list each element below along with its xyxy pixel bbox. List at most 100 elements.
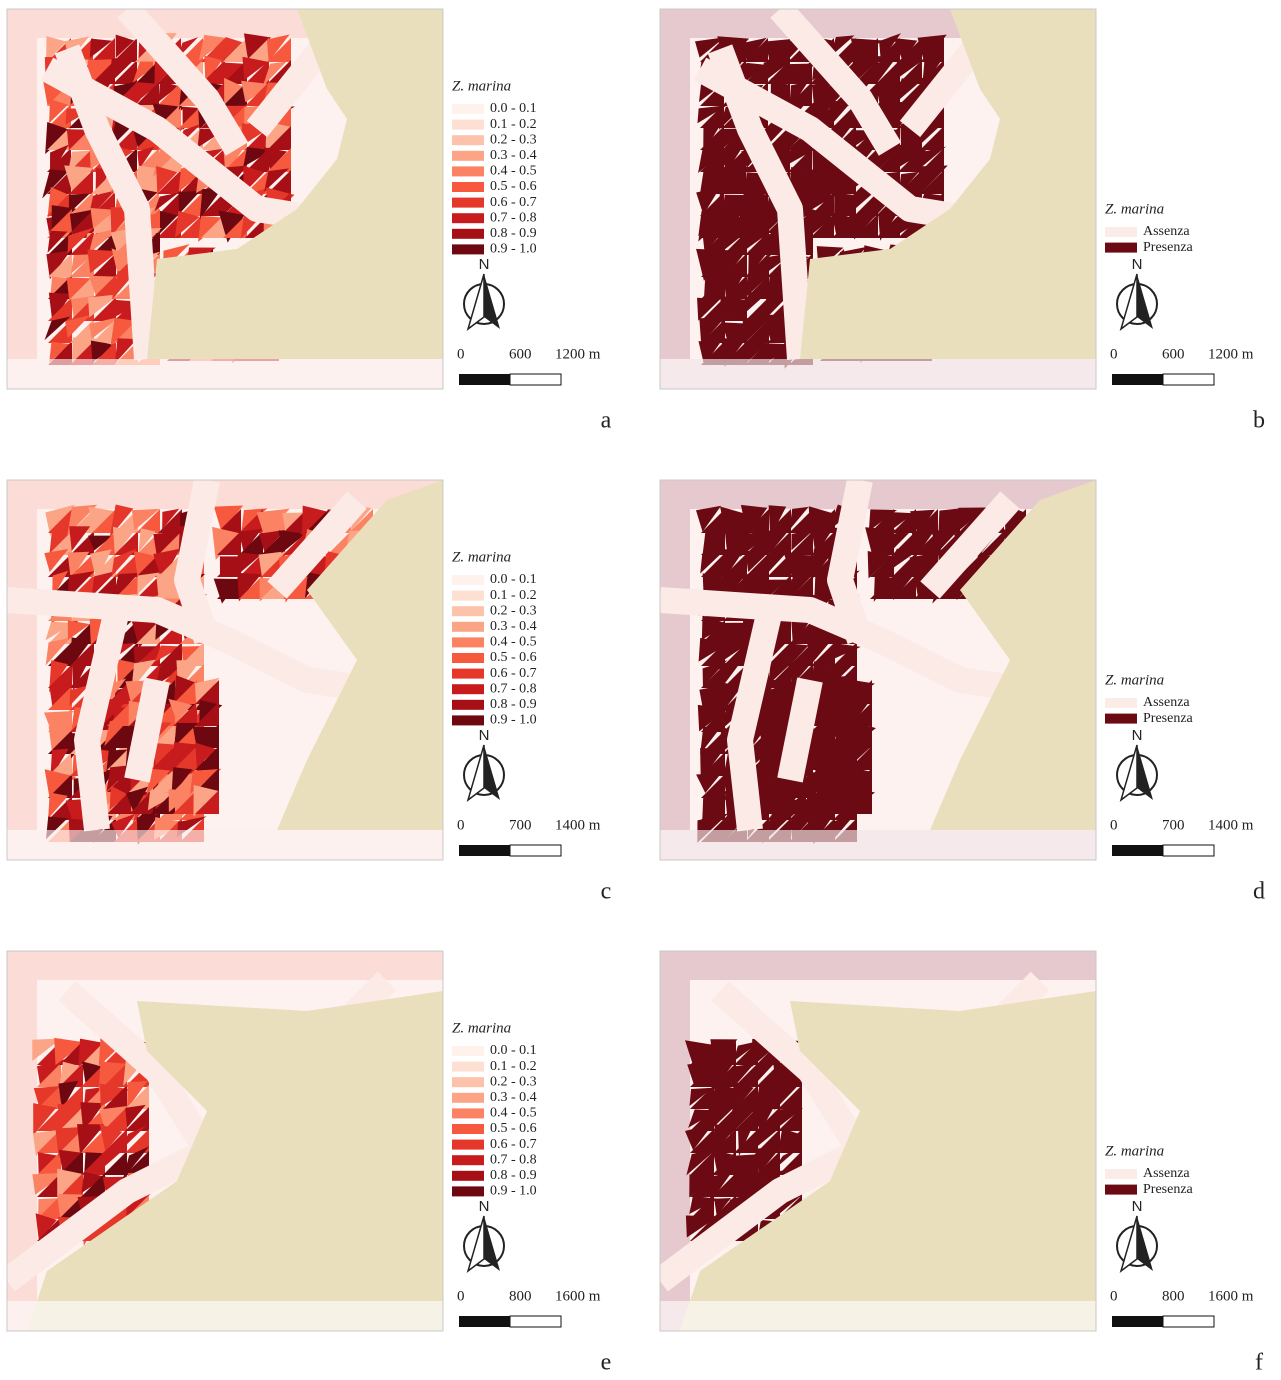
legend-label: 0.5 - 0.6 (490, 650, 537, 665)
legend-swatch (452, 229, 484, 239)
legend-label: 0.9 - 1.0 (490, 1184, 537, 1199)
legend-swatch (1105, 714, 1137, 724)
map-content (660, 9, 1096, 389)
legend-swatch (452, 1140, 484, 1150)
north-arrow (1121, 1216, 1137, 1271)
legend-swatch (452, 637, 484, 647)
legend-label: Presenza (1143, 711, 1194, 726)
legend-swatch (452, 684, 484, 694)
map-content (7, 951, 443, 1331)
legend-swatch (452, 669, 484, 679)
legend-label: 0.1 - 0.2 (490, 1059, 537, 1074)
legend-label: Presenza (1143, 1182, 1194, 1197)
legend-label: 0.9 - 1.0 (490, 242, 537, 257)
legend-swatch (1105, 243, 1137, 253)
legend-title: Z. marina (1105, 201, 1164, 217)
legend-label: 0.6 - 0.7 (490, 666, 537, 681)
map-panel (660, 9, 1096, 389)
legend-title: Z. marina (452, 78, 511, 94)
legend-swatch (452, 1108, 484, 1118)
map-content (660, 480, 1096, 860)
scale-label: 800 (1162, 1288, 1185, 1304)
scale-label: 1200 m (1208, 346, 1254, 362)
map-content (7, 480, 443, 860)
legend-label: 0.2 - 0.3 (490, 603, 537, 618)
scale-label: 1200 m (555, 346, 601, 362)
legend-label: 0.0 - 0.1 (490, 1043, 537, 1058)
legend-swatch (452, 198, 484, 208)
map-content (660, 951, 1096, 1331)
map-panel (660, 951, 1096, 1331)
north-arrow (468, 274, 484, 329)
legend-swatch (452, 622, 484, 632)
legend-label: 0.5 - 0.6 (490, 179, 537, 194)
scale-bar-black (459, 374, 510, 385)
legend-swatch (452, 1124, 484, 1134)
legend-label: 0.7 - 0.8 (490, 210, 537, 225)
legend-swatch (452, 120, 484, 130)
scale-label: 0 (457, 817, 465, 833)
legend-title: Z. marina (1105, 672, 1164, 688)
legend-swatch (452, 135, 484, 145)
map-fade (660, 1301, 1096, 1331)
legend-swatch (452, 1186, 484, 1196)
north-arrow (1137, 1216, 1153, 1271)
scale-bar-black (1112, 374, 1163, 385)
legend-swatch (452, 700, 484, 710)
scale-bar-white (1163, 1316, 1214, 1327)
scale-label: 1400 m (1208, 817, 1254, 833)
legend-swatch (452, 182, 484, 192)
scale-label: 0 (457, 1288, 465, 1304)
panel-letter: b (1253, 408, 1265, 434)
legend-label: 0.9 - 1.0 (490, 713, 537, 728)
scale-bar-black (1112, 1316, 1163, 1327)
legend-label: 0.2 - 0.3 (490, 132, 537, 147)
scale-label: 0 (1110, 817, 1118, 833)
legend-label: 0.8 - 0.9 (490, 697, 537, 712)
scale-bar-white (1163, 374, 1214, 385)
scale-bar-white (510, 1316, 561, 1327)
map-fade (7, 1301, 443, 1331)
legend-title: Z. marina (452, 549, 511, 565)
legend-swatch (452, 653, 484, 663)
legend-swatch (452, 1062, 484, 1072)
legend-title: Z. marina (1105, 1143, 1164, 1159)
legend-swatch (1105, 1185, 1137, 1195)
north-arrow (484, 274, 500, 329)
legend-label: Presenza (1143, 240, 1194, 255)
legend-label: 0.3 - 0.4 (490, 148, 537, 163)
scale-bar-black (459, 1316, 510, 1327)
scale-label: 800 (509, 1288, 532, 1304)
channel (187, 480, 207, 640)
map-fade (7, 359, 443, 389)
scale-bar-white (1163, 845, 1214, 856)
north-label: N (1132, 727, 1143, 744)
legend-label: 0.6 - 0.7 (490, 195, 537, 210)
scale-label: 1600 m (1208, 1288, 1254, 1304)
north-arrow (484, 1216, 500, 1271)
legend-swatch (452, 104, 484, 114)
scale-label: 1600 m (555, 1288, 601, 1304)
legend-swatch (452, 715, 484, 725)
panel-letter: a (601, 408, 612, 434)
scale-label: 1400 m (555, 817, 601, 833)
scale-label: 700 (1162, 817, 1185, 833)
legend-label: Assenza (1143, 1166, 1190, 1181)
channel (840, 480, 860, 640)
map-content (7, 9, 443, 389)
scale-label: 0 (1110, 346, 1118, 362)
north-arrow (1137, 274, 1153, 329)
legend-label: 0.0 - 0.1 (490, 101, 537, 116)
north-label: N (1132, 1198, 1143, 1215)
panel-letter: d (1253, 879, 1265, 905)
legend-swatch (1105, 698, 1137, 708)
map-panel (7, 9, 443, 389)
legend-swatch (1105, 227, 1137, 237)
map-fade (660, 830, 1096, 860)
scale-label: 700 (509, 817, 532, 833)
legend-label: Assenza (1143, 224, 1190, 239)
legend-swatch (452, 1046, 484, 1056)
legend-title: Z. marina (452, 1020, 511, 1036)
north-label: N (479, 1198, 490, 1215)
legend-swatch (452, 1093, 484, 1103)
